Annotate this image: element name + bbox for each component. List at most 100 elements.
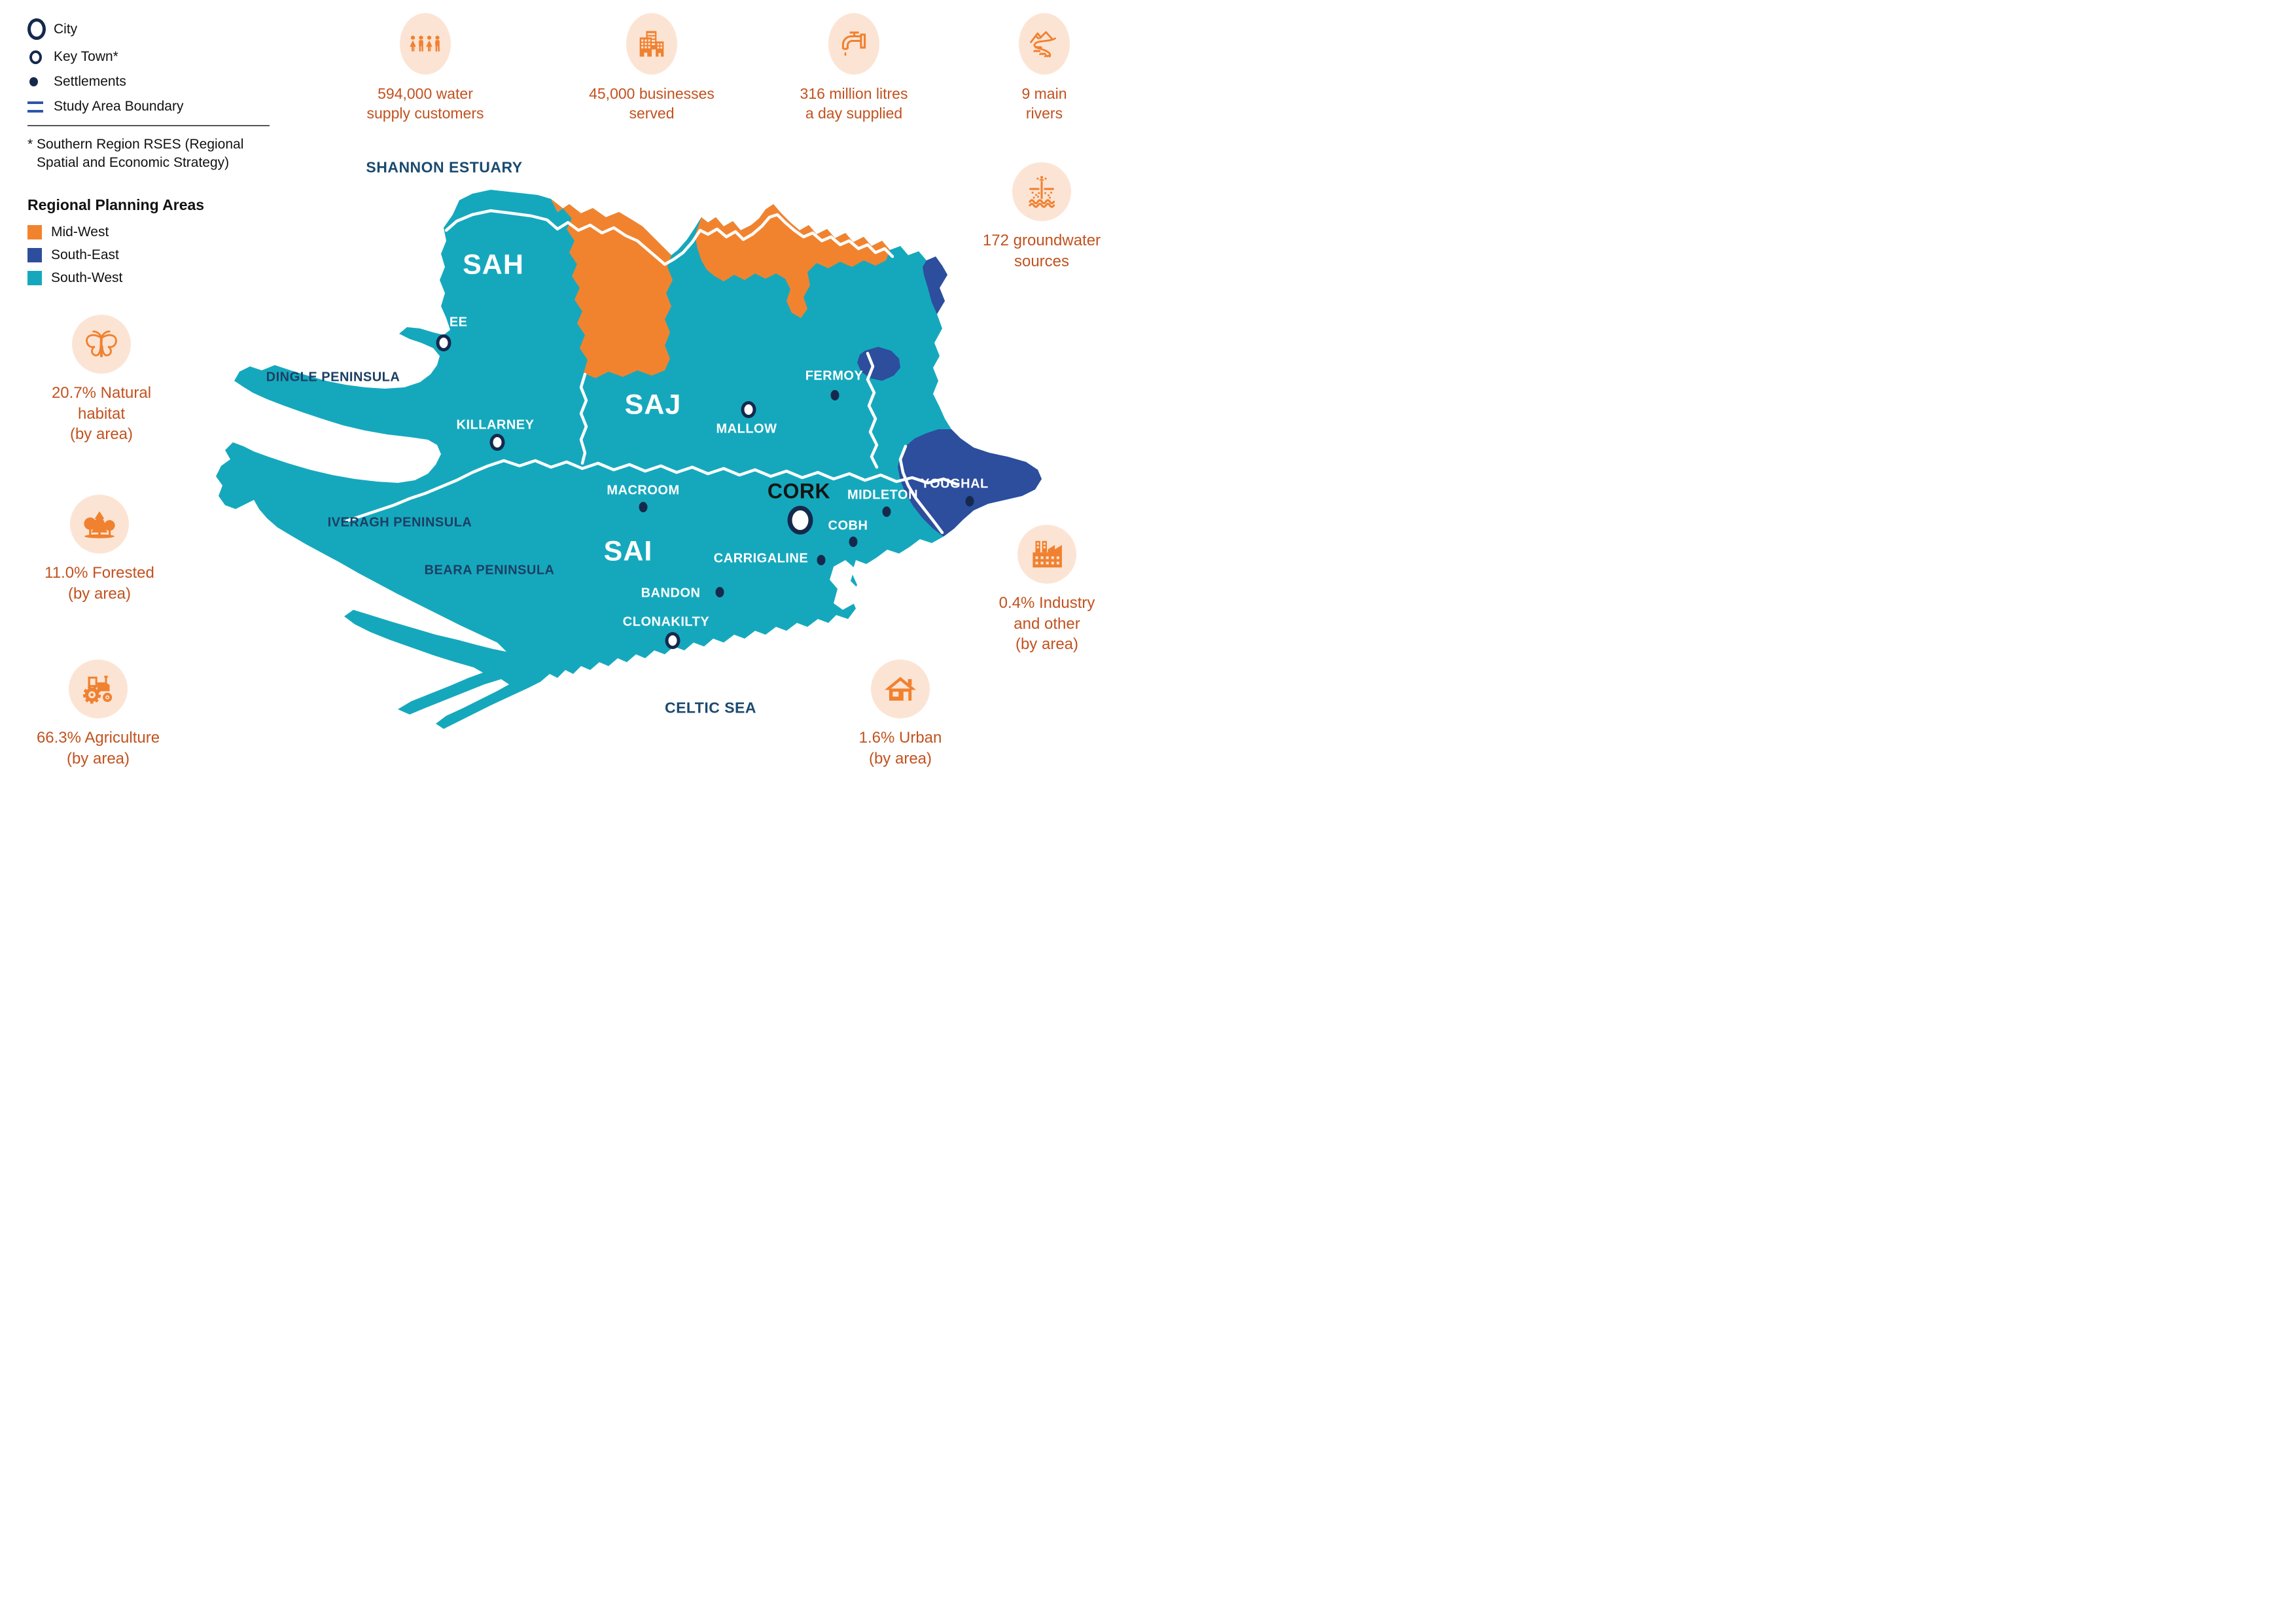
settlement-marker-youghal xyxy=(965,496,974,506)
southeast-region-shape xyxy=(923,256,947,314)
stat-businesses-served: 45,000 businesses served xyxy=(554,13,750,124)
settlement-marker-icon xyxy=(29,77,38,86)
town-label-fermoy: FERMOY xyxy=(805,368,864,383)
stat-line: 11.0% Forested xyxy=(44,564,154,582)
study-area-boundary-lines xyxy=(345,209,959,535)
peninsula-label-iveragh: IVERAGH PENINSULA xyxy=(327,515,472,530)
stat-line: 20.7% Natural xyxy=(51,384,152,402)
settlement-marker-bandon xyxy=(715,587,724,597)
stat-line: supply customers xyxy=(366,105,484,122)
stat-line: (by area) xyxy=(69,425,133,444)
peninsula-label-dingle: DINGLE PENINSULA xyxy=(266,370,400,385)
tap-icon xyxy=(828,13,879,75)
stat-line: habitat xyxy=(77,404,126,423)
settlement-marker-carrigaline xyxy=(817,555,826,565)
town-label-carrigaline: CARRIGALINE xyxy=(713,551,809,566)
legend-label: Study Area Boundary xyxy=(54,99,184,114)
legend-row-settlements: Settlements xyxy=(27,74,289,90)
town-label-mallow: MALLOW xyxy=(716,421,777,436)
legend-footnote: * Southern Region RSES (Regional Spatial… xyxy=(27,135,289,173)
southwest-swatch xyxy=(27,271,42,285)
river-icon xyxy=(1019,13,1070,75)
planning-label: Mid-West xyxy=(51,224,109,239)
key-town-marker-tralee xyxy=(436,334,451,351)
southeast-swatch xyxy=(27,248,42,262)
legend-label: City xyxy=(54,21,78,37)
stat-line: 172 groundwater xyxy=(982,232,1101,249)
planning-row-midwest: Mid-West xyxy=(27,224,204,240)
town-label-clonakilty: CLONAKILTY xyxy=(622,614,710,629)
settlement-marker-cobh xyxy=(849,537,858,547)
stat-line: and other xyxy=(1014,614,1080,633)
people-icon xyxy=(400,13,451,75)
infographic-canvas: City Key Town* Settlements Study Area Bo… xyxy=(0,0,1148,812)
groundwater-icon xyxy=(1012,162,1071,221)
city-label-cork: CORK xyxy=(767,479,831,503)
legend-divider xyxy=(27,125,270,126)
stat-line: 316 million litres xyxy=(800,85,908,102)
trees-icon xyxy=(70,495,129,554)
stat-line: 0.4% Industry xyxy=(998,594,1095,612)
planning-label: South-East xyxy=(51,247,119,262)
tractor-icon xyxy=(69,660,128,718)
key-town-marker-mallow xyxy=(741,401,756,418)
planning-row-southwest: South-West xyxy=(27,270,204,286)
stat-main-rivers: 9 main rivers xyxy=(946,13,1142,124)
stat-litres-supplied: 316 million litres a day supplied xyxy=(756,13,952,124)
city-marker-cork xyxy=(787,506,813,535)
stat-line: sources xyxy=(1014,252,1070,270)
key-town-marker-killarney xyxy=(489,434,505,451)
town-label-bandon: BANDON xyxy=(641,586,701,601)
stat-line: 45,000 businesses xyxy=(589,85,715,102)
legend-row-city: City xyxy=(27,18,289,40)
factory-icon xyxy=(1017,525,1076,584)
boundary-line-icon xyxy=(27,101,43,113)
planning-areas-title: Regional Planning Areas xyxy=(27,196,205,213)
region-label-sah: SAH xyxy=(463,249,524,281)
stat-line: 1.6% Urban xyxy=(858,729,942,747)
stat-line: 594,000 water xyxy=(378,85,473,102)
midwest-region-shape xyxy=(695,204,890,318)
region-label-saj: SAJ xyxy=(624,389,682,421)
town-label-tralee: TRALEE xyxy=(413,315,468,330)
stat-line: (by area) xyxy=(66,749,130,768)
sea-label-celtic-sea: CELTIC SEA xyxy=(664,699,757,716)
butterfly-icon xyxy=(72,315,131,374)
stat-groundwater-sources: 172 groundwater sources xyxy=(944,162,1140,272)
legend-row-keytown: Key Town* xyxy=(27,49,289,65)
stat-line: (by area) xyxy=(1015,635,1079,654)
stat-water-customers: 594,000 water supply customers xyxy=(327,13,523,124)
midwest-swatch xyxy=(27,225,42,239)
planning-areas-legend: Regional Planning Areas Mid-West South-E… xyxy=(27,196,204,293)
cork-harbour-inlet xyxy=(830,560,858,610)
stat-line: 66.3% Agriculture xyxy=(36,729,160,747)
stat-industry: 0.4% Industry and other (by area) xyxy=(949,525,1145,655)
planning-label: South-West xyxy=(51,270,123,285)
city-marker-icon xyxy=(27,18,46,40)
key-town-marker-clonakilty xyxy=(665,632,680,649)
footnote-line: Spatial and Economic Strategy) xyxy=(37,155,230,171)
study-area-map: SHANNON ESTUARY CELTIC SEA SAH SAJ SAI D… xyxy=(150,157,1053,759)
stat-line: 9 main xyxy=(1021,85,1067,102)
legend-label: Key Town* xyxy=(54,49,118,64)
stat-line: (by area) xyxy=(868,749,932,768)
stat-natural-habitat: 20.7% Natural habitat (by area) xyxy=(3,315,200,445)
legend-label: Settlements xyxy=(54,74,126,89)
southeast-region-shape xyxy=(898,429,1042,537)
town-label-midleton: MIDLETON xyxy=(847,487,919,503)
map-shapes xyxy=(216,190,1042,729)
stat-line: a day supplied xyxy=(805,105,903,122)
sea-label-shannon-estuary: SHANNON ESTUARY xyxy=(366,158,523,176)
buildings-icon xyxy=(626,13,677,75)
stat-line: rivers xyxy=(1025,105,1063,122)
town-label-killarney: KILLARNEY xyxy=(456,417,535,432)
house-icon xyxy=(871,660,930,718)
stat-urban: 1.6% Urban (by area) xyxy=(802,660,998,769)
town-label-macroom: MACROOM xyxy=(607,483,680,498)
town-label-cobh: COBH xyxy=(828,518,868,533)
settlement-marker-fermoy xyxy=(830,390,839,400)
stat-forested: 11.0% Forested (by area) xyxy=(1,495,198,604)
region-label-sai: SAI xyxy=(603,535,653,567)
settlement-marker-macroom xyxy=(639,502,648,512)
stat-line: (by area) xyxy=(67,584,132,603)
